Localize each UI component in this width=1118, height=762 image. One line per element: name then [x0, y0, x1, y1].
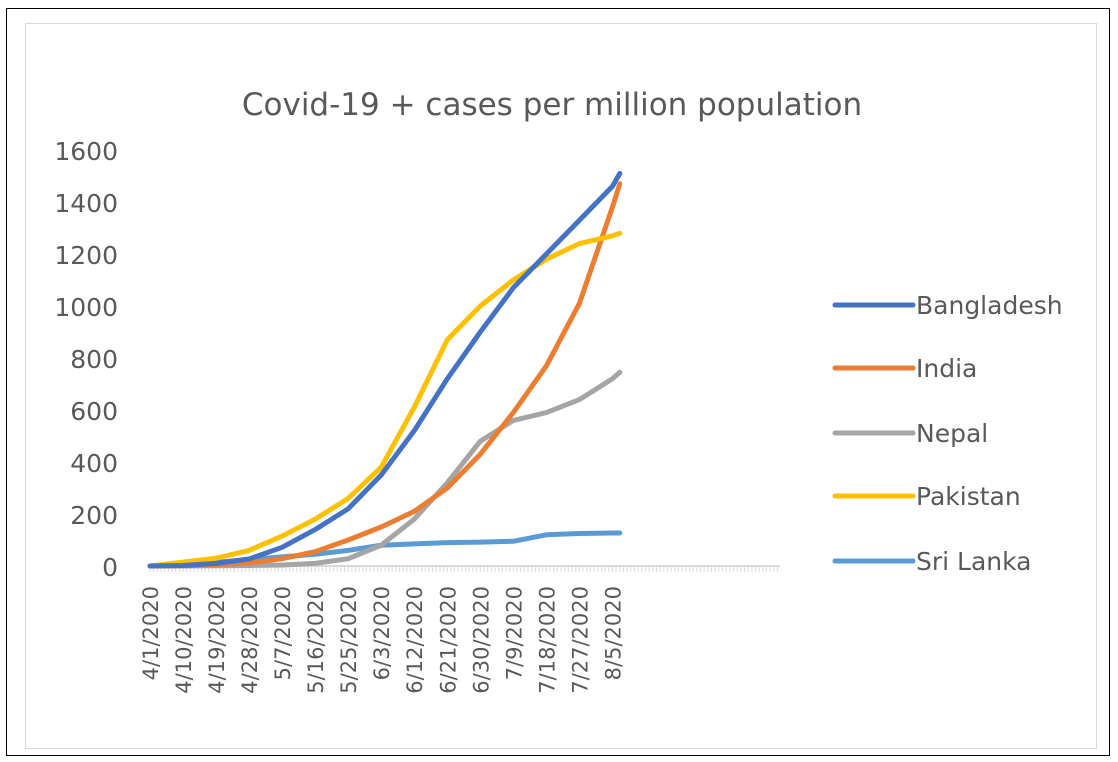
x-tick-label: 5/25/2020	[337, 586, 361, 694]
x-tick-label: 8/5/2020	[601, 586, 625, 680]
legend-label: Bangladesh	[916, 291, 1063, 320]
y-tick-label: 1400	[54, 189, 118, 218]
y-tick-label: 800	[70, 345, 118, 374]
x-tick-label: 7/9/2020	[502, 586, 526, 680]
x-tick-label: 4/28/2020	[238, 586, 262, 694]
y-axis: 0 200 400 600 800 1000 1200 1400 1600	[54, 137, 118, 582]
y-tick-label: 1200	[54, 241, 118, 270]
series-line-pakistan	[150, 233, 620, 566]
y-tick-label: 1600	[54, 137, 118, 166]
legend-label: Nepal	[916, 419, 988, 448]
y-tick-label: 600	[70, 397, 118, 426]
x-tick-label: 4/1/2020	[139, 586, 163, 680]
chart-title: Covid-19 + cases per million population	[242, 87, 862, 123]
legend-label: Pakistan	[916, 482, 1021, 511]
y-tick-label: 1000	[54, 293, 118, 322]
x-tick-label: 6/3/2020	[370, 586, 394, 680]
x-tick-label: 7/27/2020	[568, 586, 592, 694]
x-tick-label: 4/10/2020	[172, 586, 196, 694]
x-axis: 4/1/2020 4/10/2020 4/19/2020 4/28/2020 5/7/2…	[139, 566, 780, 694]
x-tick-label: 6/12/2020	[403, 586, 427, 694]
y-tick-label: 200	[70, 501, 118, 530]
plot-area	[150, 173, 620, 566]
x-tick-label: 6/30/2020	[469, 586, 493, 694]
y-tick-label: 400	[70, 449, 118, 478]
x-tick-label: 4/19/2020	[205, 586, 229, 694]
x-tick-label: 5/7/2020	[271, 586, 295, 680]
x-tick-label: 7/18/2020	[535, 586, 559, 694]
series-line-india	[150, 184, 620, 566]
x-tick-label: 5/16/2020	[304, 586, 328, 694]
series-line-bangladesh	[150, 173, 620, 566]
x-tick-label: 6/21/2020	[436, 586, 460, 694]
legend-label: Sri Lanka	[916, 547, 1032, 576]
y-tick-label: 0	[102, 553, 118, 582]
legend: Bangladesh India Nepal Pakistan Sri Lanka	[835, 291, 1063, 576]
legend-label: India	[916, 354, 977, 383]
